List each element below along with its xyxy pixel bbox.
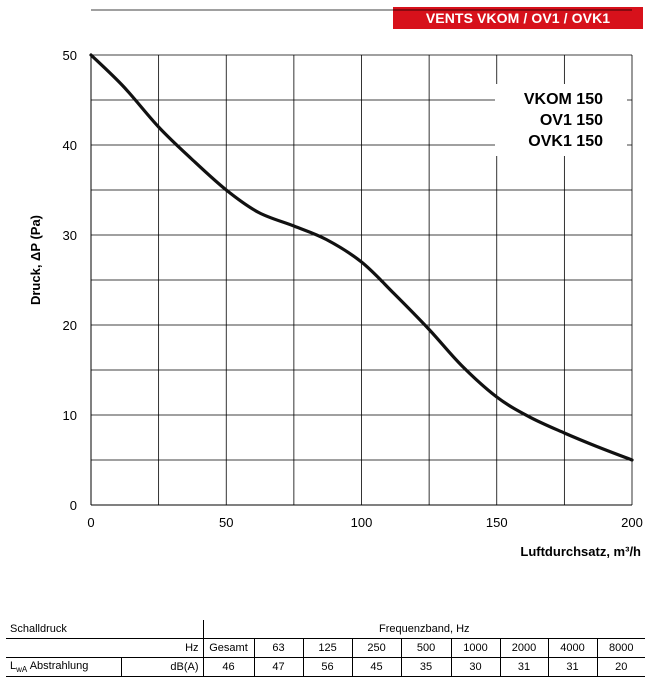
- x-tick-label: 150: [486, 515, 508, 530]
- freq-header: 4000: [547, 638, 598, 658]
- table-title: Schalldruck: [6, 620, 204, 639]
- table-cell: 20: [596, 657, 646, 677]
- product-title-badge: VENTS VKOM / OV1 / OVK1: [393, 7, 643, 29]
- y-tick-label: 40: [63, 138, 77, 153]
- table-cell: 47: [253, 657, 304, 677]
- x-tick-label: 50: [219, 515, 233, 530]
- y-axis-label: Druck, ΔP (Pa): [28, 215, 43, 305]
- x-tick-label: 100: [351, 515, 373, 530]
- y-tick-label: 20: [63, 318, 77, 333]
- series-line-pressure-curve: [89, 53, 634, 462]
- table-cell: 46: [202, 657, 255, 677]
- chart-axes: [90, 55, 632, 506]
- row-label: LwA Abstrahlung: [6, 657, 121, 677]
- table-cell: 31: [547, 657, 598, 677]
- table-cell: 35: [400, 657, 452, 677]
- freq-header: 125: [302, 638, 353, 658]
- sound-pressure-table: Schalldruck Frequenzband, Hz Hz Gesamt 6…: [6, 620, 646, 677]
- x-axis-label: Luftdurchsatz, m³/h: [520, 544, 641, 559]
- chart-grid: [91, 9, 633, 505]
- unit-label: dB(A): [120, 657, 204, 677]
- table-cell: 45: [351, 657, 402, 677]
- model-label-background: [495, 84, 627, 156]
- table-cell: 30: [450, 657, 501, 677]
- freq-header: 63: [253, 638, 304, 658]
- model-label-vkom: VKOM 150: [524, 91, 603, 108]
- freq-header: Gesamt: [202, 638, 255, 658]
- y-tick-labels: 0 10 20 30 40 50: [63, 48, 77, 513]
- y-tick-label: 0: [70, 498, 77, 513]
- freq-header: 2000: [499, 638, 549, 658]
- frequency-band-header: Frequenzband, Hz: [202, 620, 646, 639]
- x-tick-label: 200: [621, 515, 643, 530]
- x-tick-label: 0: [87, 515, 94, 530]
- model-label-ovk1: OVK1 150: [528, 133, 603, 150]
- y-tick-label: 30: [63, 228, 77, 243]
- freq-header: 8000: [596, 638, 646, 658]
- table-cell: 56: [302, 657, 353, 677]
- hz-label: Hz: [121, 638, 204, 658]
- freq-header: 250: [351, 638, 402, 658]
- model-label-ov1: OV1 150: [540, 112, 603, 129]
- y-tick-label: 10: [63, 408, 77, 423]
- pressure-flow-chart: 0 50 100 150 200 0 10 20 30 40 50 VKOM 150 OV1 15…: [28, 9, 643, 559]
- table-cell: 31: [499, 657, 549, 677]
- y-tick-label: 50: [63, 48, 77, 63]
- x-tick-labels: 0 50 100 150 200: [87, 515, 642, 530]
- freq-header: 500: [400, 638, 452, 658]
- freq-header: 1000: [450, 638, 501, 658]
